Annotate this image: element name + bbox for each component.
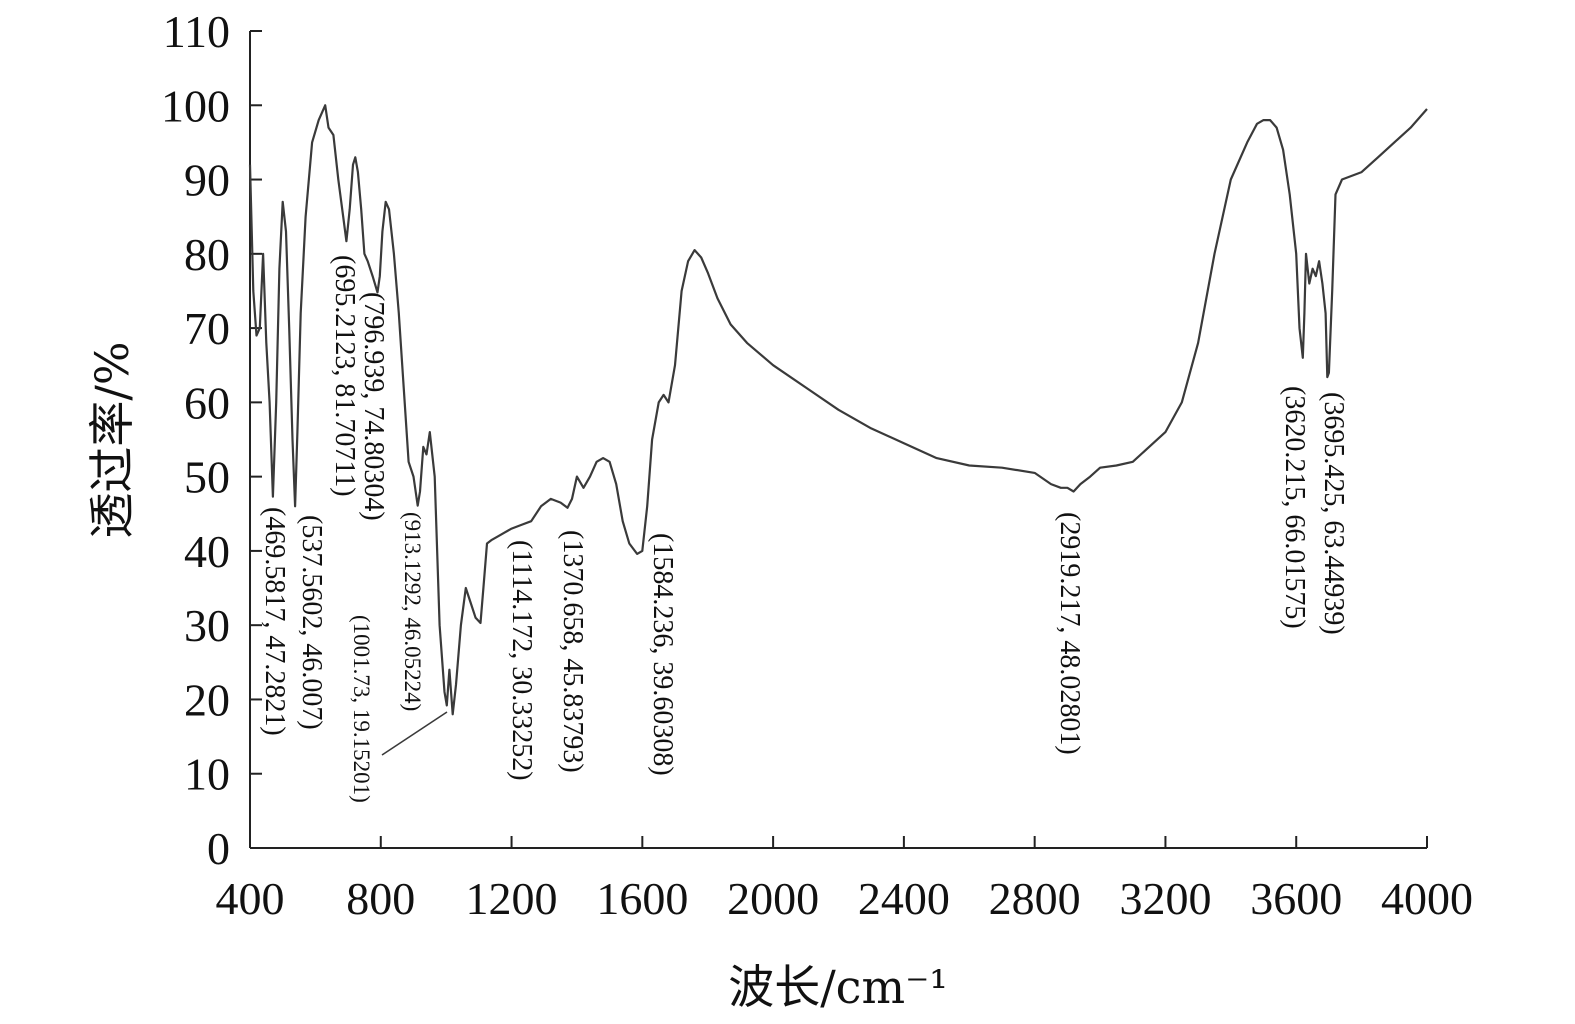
peak-annotation: (1001.73, 19.15201) bbox=[349, 615, 374, 803]
peak-annotation: (3695.425, 63.44939) bbox=[1318, 392, 1349, 635]
y-tick-label: 10 bbox=[184, 749, 230, 800]
x-tick-label: 400 bbox=[216, 873, 285, 924]
x-tick-label: 2400 bbox=[858, 873, 950, 924]
peak-annotation: (469.5817, 47.2821) bbox=[259, 507, 290, 736]
x-tick-label: 1200 bbox=[466, 873, 558, 924]
peak-annotation: (537.5602, 46.007) bbox=[296, 515, 327, 730]
y-tick-label: 40 bbox=[184, 526, 230, 577]
y-tick-label: 0 bbox=[207, 823, 230, 874]
y-tick-label: 80 bbox=[184, 229, 230, 280]
peak-annotation: (695.2123, 81.70711) bbox=[329, 255, 360, 497]
spectrum-line bbox=[248, 104, 1428, 716]
x-tick-label: 2000 bbox=[727, 873, 819, 924]
peak-annotation: (2919.217, 48.02801) bbox=[1054, 512, 1085, 755]
y-tick-label: 50 bbox=[184, 452, 230, 503]
y-tick-label: 20 bbox=[184, 674, 230, 725]
y-tick-label: 30 bbox=[184, 600, 230, 651]
annotation-leader-line bbox=[381, 711, 448, 756]
y-tick-label: 70 bbox=[184, 303, 230, 354]
y-tick-label: 60 bbox=[184, 377, 230, 428]
y-tick-label: 100 bbox=[161, 80, 230, 131]
y-axis-ticks: 0 10 20 30 40 50 60 70 80 90 100 110 bbox=[161, 6, 262, 874]
peak-annotation: (913.1292, 46.05224) bbox=[400, 512, 425, 711]
y-axis-title: 透过率/% bbox=[85, 341, 139, 538]
x-tick-label: 1600 bbox=[596, 873, 688, 924]
x-axis-ticks: 400 800 1200 1600 2000 2400 2800 3200 3600 4000 bbox=[216, 836, 1473, 924]
peak-annotations: (469.5817, 47.2821) (537.5602, 46.007)(69… bbox=[259, 255, 1349, 803]
x-tick-label: 800 bbox=[346, 873, 415, 924]
peak-annotation: (1370.658, 45.83793) bbox=[557, 530, 588, 773]
x-tick-label: 2800 bbox=[989, 873, 1081, 924]
x-tick-label: 3600 bbox=[1250, 873, 1342, 924]
peak-annotation: (1584.236, 39.60308) bbox=[647, 533, 678, 776]
peak-annotation: (3620.215, 66.01575) bbox=[1279, 386, 1310, 629]
peak-annotation: (1114.172, 30.33252) bbox=[506, 540, 537, 781]
x-tick-label: 4000 bbox=[1381, 873, 1473, 924]
x-tick-label: 3200 bbox=[1119, 873, 1211, 924]
y-tick-label: 90 bbox=[184, 155, 230, 206]
y-tick-label: 110 bbox=[163, 6, 230, 57]
x-axis-title: 波长/cm⁻¹ bbox=[728, 960, 948, 1014]
peak-annotation: (796.939, 74.80304) bbox=[358, 292, 389, 521]
